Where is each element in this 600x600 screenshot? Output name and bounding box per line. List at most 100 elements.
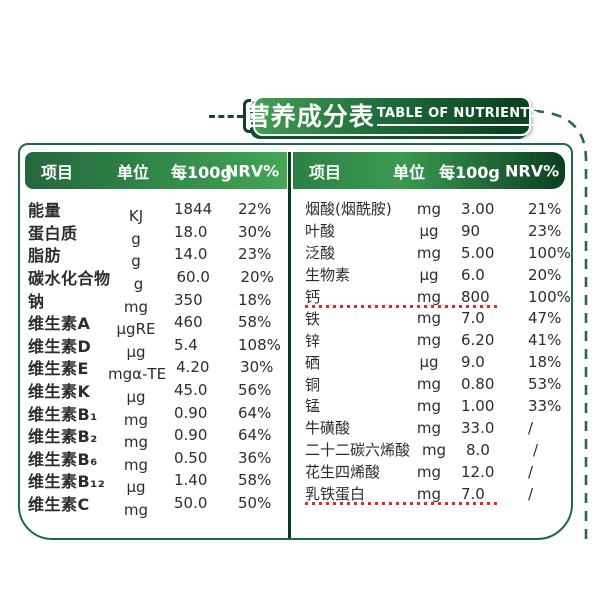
nutrient-nrv: 23% — [528, 221, 562, 240]
nutrient-value: 350 — [174, 290, 203, 309]
table-divider — [288, 152, 291, 538]
nutrient-nrv: 50% — [238, 494, 272, 513]
nutrient-unit: mg — [416, 331, 442, 350]
nutrient-value: 14.0 — [174, 245, 208, 264]
nutrient-nrv: 20% — [528, 265, 562, 284]
nutrient-unit: mg — [421, 440, 447, 459]
nutrient-name: 脂肪 — [28, 246, 62, 266]
nutrient-value: 12.0 — [461, 462, 495, 481]
nutrient-value: 6.20 — [461, 331, 495, 350]
nutrient-name: 能量 — [28, 201, 62, 221]
nutrient-nrv: 30% — [240, 358, 274, 377]
nutrient-nrv: 100% — [528, 243, 571, 262]
nutrient-value: 1844 — [174, 200, 213, 219]
nutrient-value: 1.00 — [461, 396, 495, 415]
nutrient-nrv: 33% — [528, 396, 562, 415]
nutrient-value: 7.0 — [461, 484, 485, 503]
table-row: 硒 μg 9.0 18% — [305, 351, 565, 373]
nutrient-nrv: 41% — [528, 331, 562, 350]
nutrient-name: 牛磺酸 — [305, 419, 351, 438]
table-row: 花生四烯酸 mg 12.0 / — [305, 461, 565, 483]
table-row: 碳水化合物 g 60.0 20% — [28, 266, 288, 293]
nutrient-value: 8.0 — [466, 440, 490, 459]
nutrient-unit: g — [133, 275, 144, 294]
nutrient-nrv: 18% — [528, 353, 562, 372]
nutrient-nrv: / — [528, 484, 534, 503]
column-header-unit: 单位 — [393, 162, 426, 182]
nutrient-value: 0.50 — [174, 448, 208, 467]
nutrient-value: 33.0 — [461, 418, 495, 437]
left-table-header: 项目 单位 每100g NRV% — [25, 152, 287, 189]
nutrient-value: 5.00 — [461, 243, 495, 262]
nutrient-value: 60.0 — [176, 268, 210, 287]
nutrient-unit: mg — [416, 287, 442, 306]
nutrient-unit: mg — [416, 243, 442, 262]
nutrient-nrv: 18% — [238, 290, 272, 309]
nutrient-nrv: 108% — [238, 335, 281, 354]
nutrient-value: 45.0 — [174, 381, 208, 400]
table-row: 二十二碳六烯酸 mg 8.0 / — [305, 439, 565, 461]
nutrient-unit: mg — [123, 433, 149, 452]
nutrient-value: 0.90 — [174, 426, 208, 445]
table-row: 维生素A μgRE 460 58% — [28, 311, 288, 338]
nutrient-name: 花生四烯酸 — [305, 463, 381, 482]
nutrient-unit: mg — [123, 297, 149, 316]
column-header-nrv: NRV% — [505, 161, 560, 180]
nutrient-unit: mg — [416, 199, 442, 218]
table-row: 牛磺酸 mg 33.0 / — [305, 417, 565, 439]
nutrient-value: 18.0 — [174, 222, 208, 241]
nutrient-name: 乳铁蛋白 — [305, 485, 366, 504]
nutrient-unit: μg — [419, 221, 439, 240]
nutrient-nrv: / — [533, 440, 539, 459]
nutrient-name: 叶酸 — [305, 222, 336, 241]
nutrient-name: 维生素D — [28, 336, 92, 356]
table-row: 能量 KJ 1844 22% — [28, 198, 288, 225]
nutrient-nrv: 21% — [528, 199, 562, 218]
column-header-item: 项目 — [309, 162, 342, 182]
nutrient-unit: mg — [416, 484, 442, 503]
nutrient-unit: μg — [419, 353, 439, 372]
nutrient-unit: mg — [416, 462, 442, 481]
nutrient-unit: KJ — [128, 207, 144, 226]
table-row: 维生素B₆ mg 0.50 36% — [28, 447, 288, 474]
nutrient-value: 9.0 — [461, 353, 485, 372]
table-row: 维生素B₁₂ μg 1.40 58% — [28, 469, 288, 496]
nutrient-nrv: / — [528, 418, 534, 437]
right-table-header: 项目 单位 每100g NRV% — [293, 152, 565, 189]
column-header-per100g: 每100g — [439, 162, 500, 182]
table-row: 维生素B₂ mg 0.90 64% — [28, 424, 288, 451]
nutrient-name: 钠 — [28, 291, 45, 311]
nutrient-nrv: 23% — [238, 245, 272, 264]
nutrient-unit: g — [131, 229, 141, 248]
nutrient-value: 800 — [461, 287, 490, 306]
table-row: 泛酸 mg 5.00 100% — [305, 242, 571, 264]
table-row: 锌 mg 6.20 41% — [305, 329, 565, 351]
table-row: 钠 mg 350 18% — [28, 288, 288, 316]
nutrient-name: 维生素B₆ — [28, 449, 98, 469]
nutrient-name: 烟酸(烟酰胺) — [305, 200, 392, 219]
nutrient-value: 460 — [174, 313, 203, 332]
nutrient-nrv: 22% — [238, 200, 272, 219]
nutrient-unit: mg — [416, 375, 442, 394]
nutrient-name: 锌 — [305, 331, 321, 350]
nutrient-name: 维生素B₁₂ — [28, 472, 106, 492]
column-header-nrv: NRV% — [225, 161, 280, 180]
nutrient-nrv: 64% — [238, 426, 272, 445]
nutrient-name: 二十二碳六烯酸 — [305, 441, 411, 460]
nutrient-nrv: 30% — [238, 222, 272, 241]
table-row: 乳铁蛋白 mg 7.0 / — [305, 483, 565, 506]
table-row: 维生素K μg 45.0 56% — [28, 379, 288, 406]
nutrient-unit: mgα-TE — [108, 365, 167, 384]
nutrient-unit: μgRE — [116, 320, 156, 339]
nutrient-unit: mg — [416, 309, 442, 328]
table-row: 钙 mg 800 100% — [305, 286, 571, 309]
nutrient-value: 3.00 — [461, 199, 495, 218]
nutrient-nrv: 58% — [238, 471, 272, 490]
nutrient-nrv: 58% — [238, 313, 272, 332]
table-row: 铜 mg 0.80 53% — [305, 373, 565, 395]
table-row: 叶酸 μg 90 23% — [305, 220, 565, 242]
nutrient-name: 泛酸 — [305, 244, 336, 263]
table-row: 维生素C mg 50.0 50% — [28, 492, 288, 519]
nutrient-name: 锰 — [305, 397, 321, 416]
